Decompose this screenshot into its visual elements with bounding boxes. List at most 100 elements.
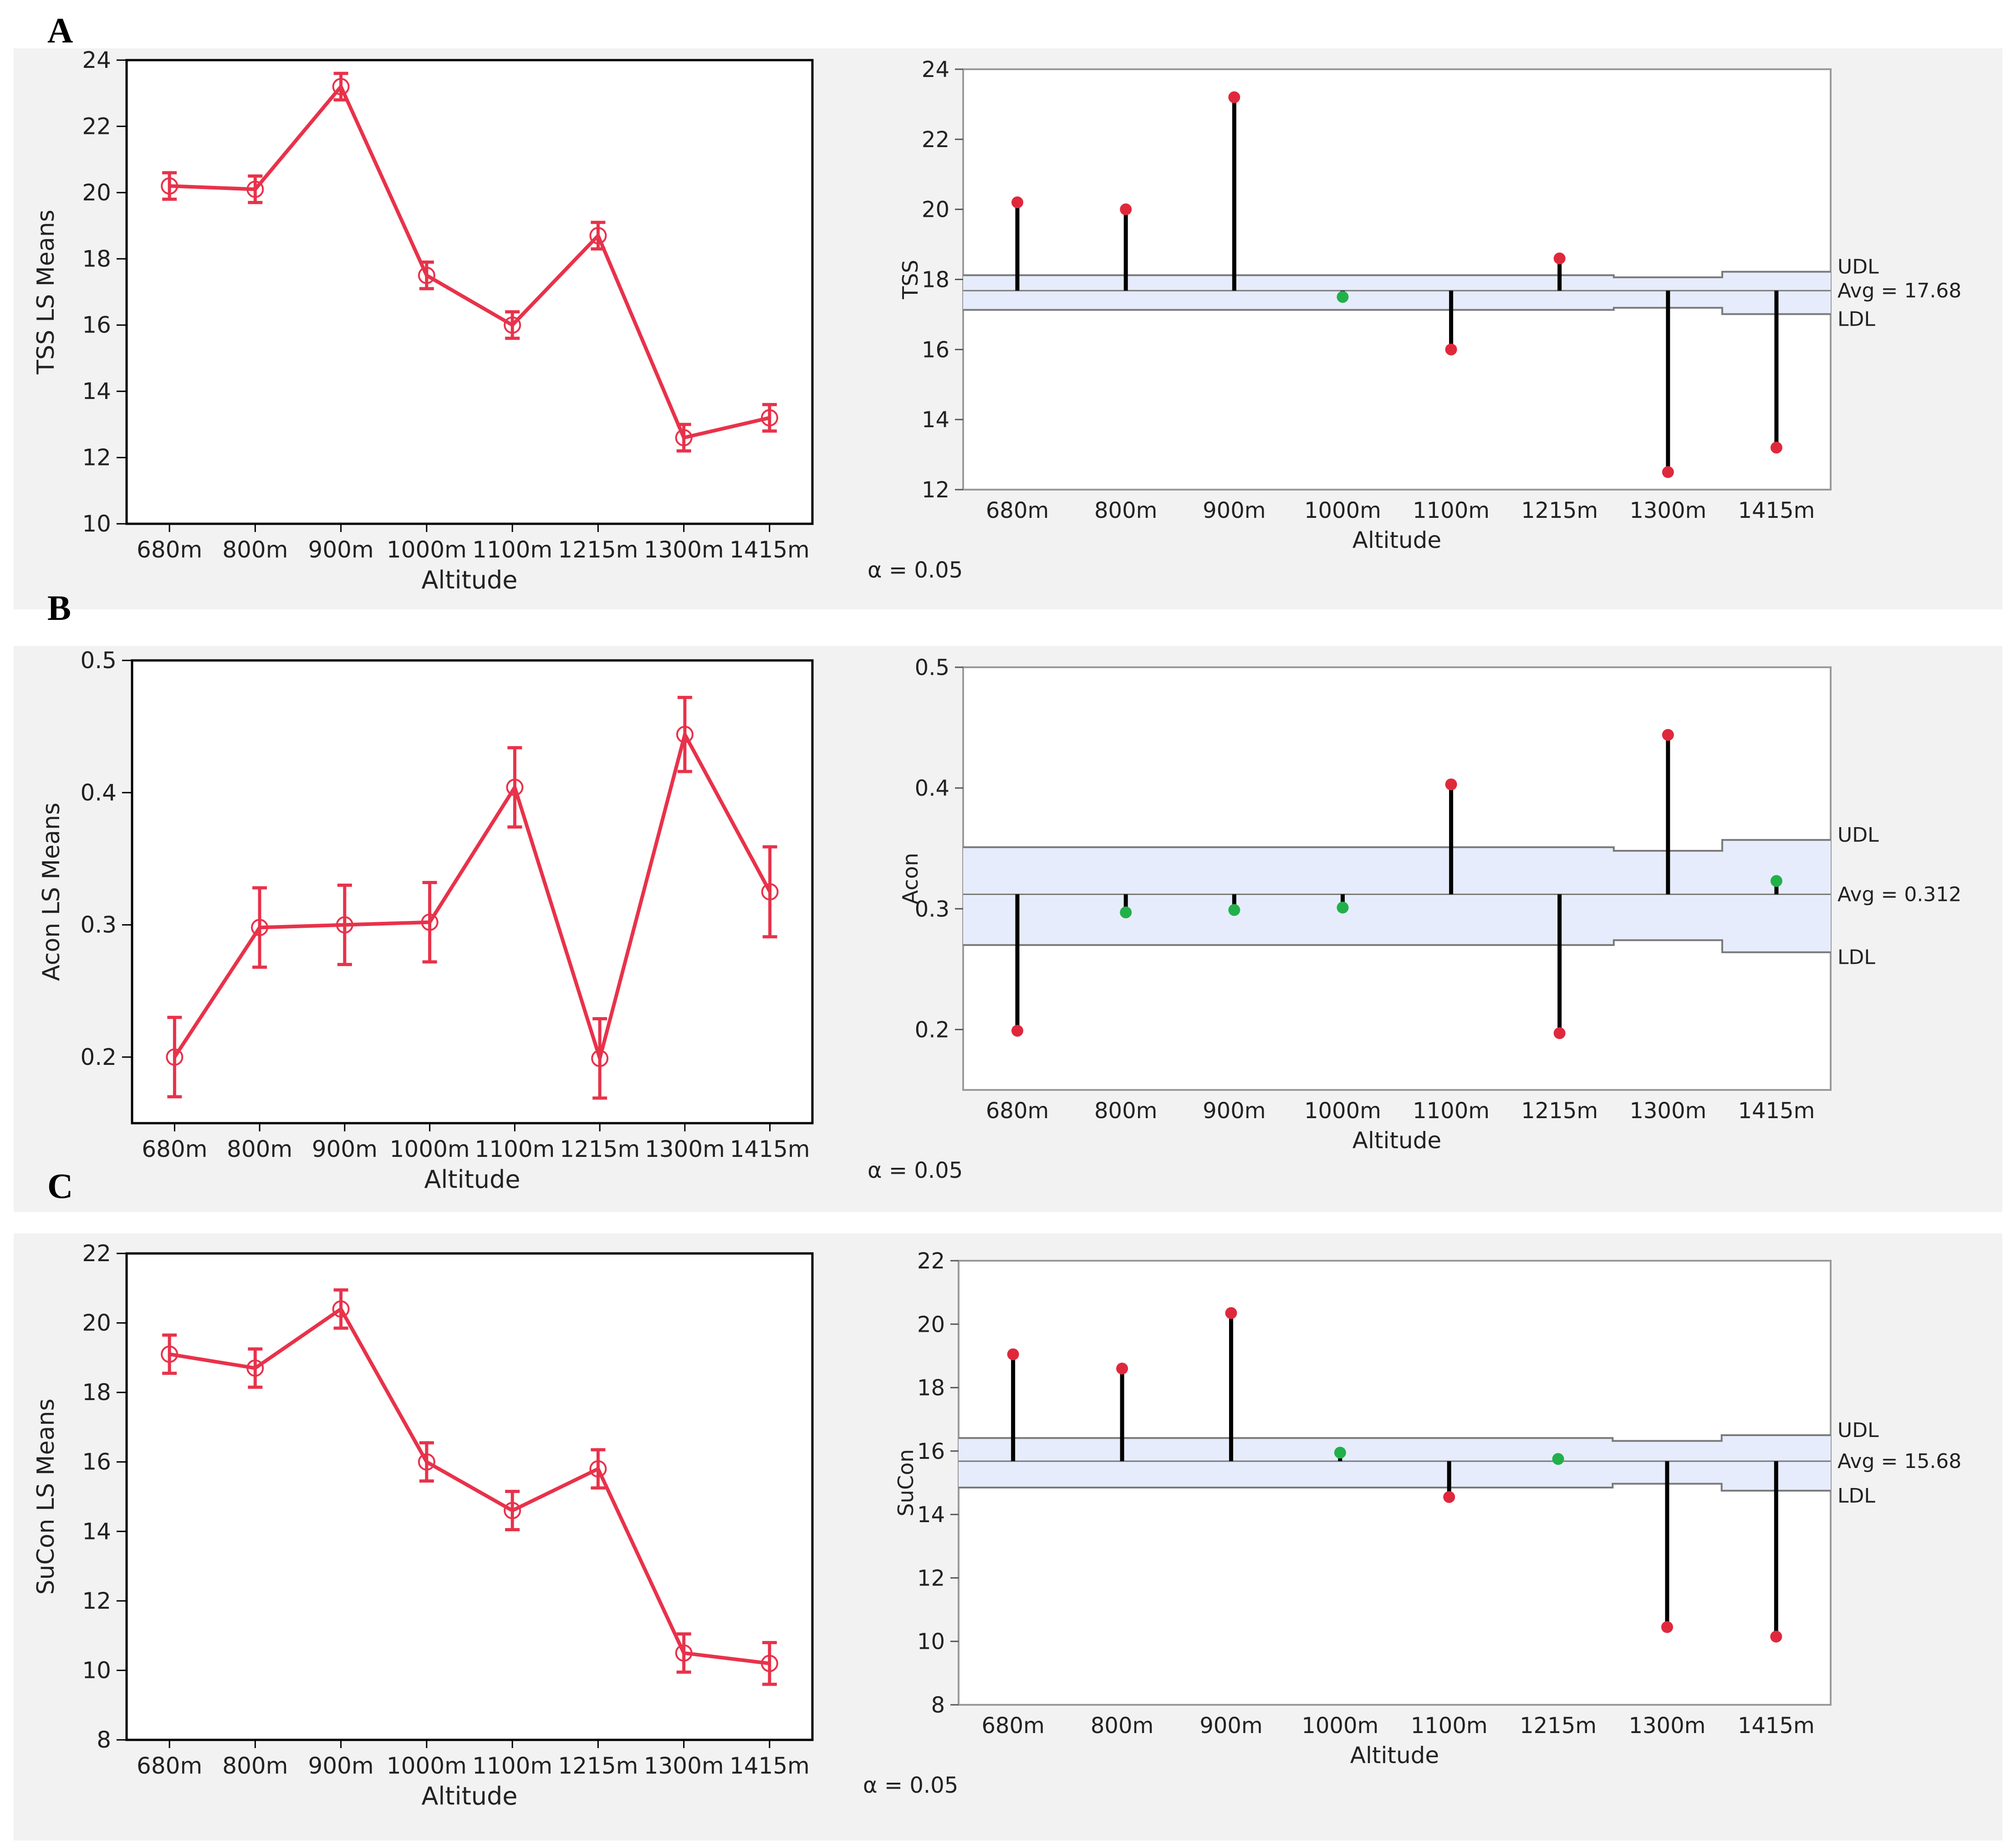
ls-mean-point bbox=[589, 1460, 607, 1478]
x-tick-label: 1000m bbox=[1304, 1098, 1381, 1124]
panel-letter-b: B bbox=[47, 588, 71, 628]
ls-means-plot-frame-c bbox=[125, 1252, 814, 1741]
ls-means-series-line bbox=[173, 732, 772, 1060]
udl-line bbox=[963, 839, 1831, 852]
ls-mean-point bbox=[166, 1048, 184, 1066]
panel-letter-c: C bbox=[47, 1166, 73, 1206]
anom-chart-a: 12 14 16 18 20 22 24 680m 800m 900m 1000m 1100m 1215… bbox=[868, 57, 1961, 583]
y-tick-label: 20 bbox=[82, 179, 111, 206]
x-tick-label: 900m bbox=[1199, 1713, 1262, 1739]
x-tick-label: 1415m bbox=[1738, 1713, 1815, 1739]
y-tick-label: 16 bbox=[82, 312, 111, 338]
x-tick-label: 1000m bbox=[1304, 498, 1381, 523]
ls-mean-point bbox=[332, 1300, 350, 1318]
x-axis-label: Altitude bbox=[424, 1165, 520, 1194]
x-tick-label: 1415m bbox=[1738, 498, 1815, 523]
x-tick-label: 1215m bbox=[1520, 1713, 1597, 1739]
y-tick-label: 0.3 bbox=[915, 896, 949, 922]
anom-point bbox=[1337, 291, 1349, 303]
ls-mean-point bbox=[332, 78, 350, 96]
y-tick-label: 8 bbox=[97, 1727, 111, 1753]
ls-mean-point bbox=[676, 726, 694, 743]
y-tick-label: 24 bbox=[922, 57, 949, 82]
x-tick-label: 1300m bbox=[1628, 1713, 1705, 1739]
x-tick-label: 1300m bbox=[1629, 498, 1706, 523]
x-tick-label: 900m bbox=[1203, 498, 1266, 523]
alpha-label: α = 0.05 bbox=[863, 1773, 958, 1798]
y-tick-label: 14 bbox=[922, 407, 949, 433]
ls-mean-point bbox=[504, 316, 521, 334]
x-tick-label: 1215m bbox=[560, 1136, 640, 1162]
ls-means-plot-frame-a bbox=[125, 59, 814, 525]
x-tick-label: 800m bbox=[222, 1753, 288, 1779]
ls-means-plot-frame-b bbox=[131, 659, 814, 1125]
ls-mean-point bbox=[161, 177, 179, 195]
x-tick-label: 1300m bbox=[644, 1753, 724, 1779]
decision-band bbox=[963, 271, 1831, 314]
y-tick-label: 18 bbox=[922, 267, 949, 293]
x-tick-label: 1215m bbox=[558, 1753, 638, 1779]
y-tick-label: 0.2 bbox=[915, 1017, 949, 1043]
y-tick-label: 12 bbox=[922, 477, 949, 503]
x-tick-label: 1215m bbox=[1521, 1098, 1598, 1124]
y-axis-label: Acon LS Means bbox=[38, 803, 65, 981]
y-tick-label: 8 bbox=[931, 1693, 945, 1718]
anom-chart-b: 0.2 0.3 0.4 0.5 680m 800m 900m 1000m 1100m 1215m 1… bbox=[868, 655, 1961, 1183]
anom-point bbox=[1445, 343, 1457, 356]
y-tick-label: 14 bbox=[917, 1502, 945, 1528]
anom-point bbox=[1011, 196, 1024, 209]
ls-mean-point bbox=[418, 1453, 435, 1471]
ls-mean-point bbox=[675, 1644, 693, 1662]
y-axis-label: TSS bbox=[898, 260, 923, 300]
x-tick-label: 1100m bbox=[1413, 498, 1490, 523]
x-tick-label: 900m bbox=[1203, 1098, 1266, 1124]
anom-point bbox=[1553, 252, 1566, 265]
anom-point bbox=[1662, 466, 1674, 478]
ls-mean-point bbox=[589, 227, 607, 245]
ldl-label: LDL bbox=[1837, 1484, 1875, 1508]
x-tick-label: 1415m bbox=[730, 1753, 810, 1779]
anom-point bbox=[1228, 904, 1240, 916]
udl-label: UDL bbox=[1837, 256, 1879, 279]
ls-means-series-line bbox=[169, 85, 770, 440]
y-tick-label: 18 bbox=[82, 245, 111, 272]
ls-mean-point bbox=[418, 266, 435, 284]
x-tick-label: 1100m bbox=[472, 537, 552, 563]
y-tick-label: 0.4 bbox=[915, 776, 949, 801]
x-tick-label: 900m bbox=[312, 1136, 378, 1162]
y-tick-label: 16 bbox=[82, 1449, 111, 1475]
x-tick-label: 1000m bbox=[1301, 1713, 1378, 1739]
anom-point bbox=[1120, 906, 1132, 919]
anom-point bbox=[1011, 1025, 1024, 1037]
x-axis-label: Altitude bbox=[421, 566, 517, 594]
anom-point bbox=[1552, 1453, 1564, 1465]
y-axis-label: Acon bbox=[898, 853, 923, 904]
ls-mean-point bbox=[161, 1345, 179, 1363]
y-axis-label: SuCon bbox=[893, 1449, 918, 1517]
x-tick-label: 800m bbox=[227, 1136, 292, 1162]
y-tick-label: 18 bbox=[82, 1379, 111, 1406]
y-tick-label: 0.4 bbox=[80, 779, 117, 806]
udl-label: UDL bbox=[1837, 823, 1879, 847]
x-axis-label: Altitude bbox=[1350, 1742, 1439, 1769]
x-tick-label: 1415m bbox=[730, 1136, 810, 1162]
x-tick-label: 1000m bbox=[387, 537, 467, 563]
y-tick-label: 22 bbox=[82, 1240, 111, 1267]
x-axis-label: Altitude bbox=[1353, 527, 1441, 553]
x-tick-label: 1300m bbox=[645, 1136, 725, 1162]
avg-label: Avg = 17.68 bbox=[1837, 279, 1961, 302]
avg-label: Avg = 0.312 bbox=[1837, 883, 1961, 906]
x-tick-label: 800m bbox=[1091, 1713, 1153, 1739]
x-tick-label: 1415m bbox=[730, 537, 810, 563]
anom-point bbox=[1120, 203, 1132, 215]
x-tick-label: 800m bbox=[1094, 1098, 1157, 1124]
y-tick-label: 24 bbox=[82, 47, 111, 73]
anom-point bbox=[1225, 1307, 1237, 1319]
y-tick-label: 0.2 bbox=[80, 1044, 117, 1070]
ls-mean-point bbox=[336, 916, 353, 934]
y-tick-label: 12 bbox=[917, 1565, 945, 1591]
anom-point bbox=[1553, 1027, 1566, 1039]
y-tick-label: 10 bbox=[82, 1657, 111, 1683]
y-tick-label: 12 bbox=[82, 1588, 111, 1614]
